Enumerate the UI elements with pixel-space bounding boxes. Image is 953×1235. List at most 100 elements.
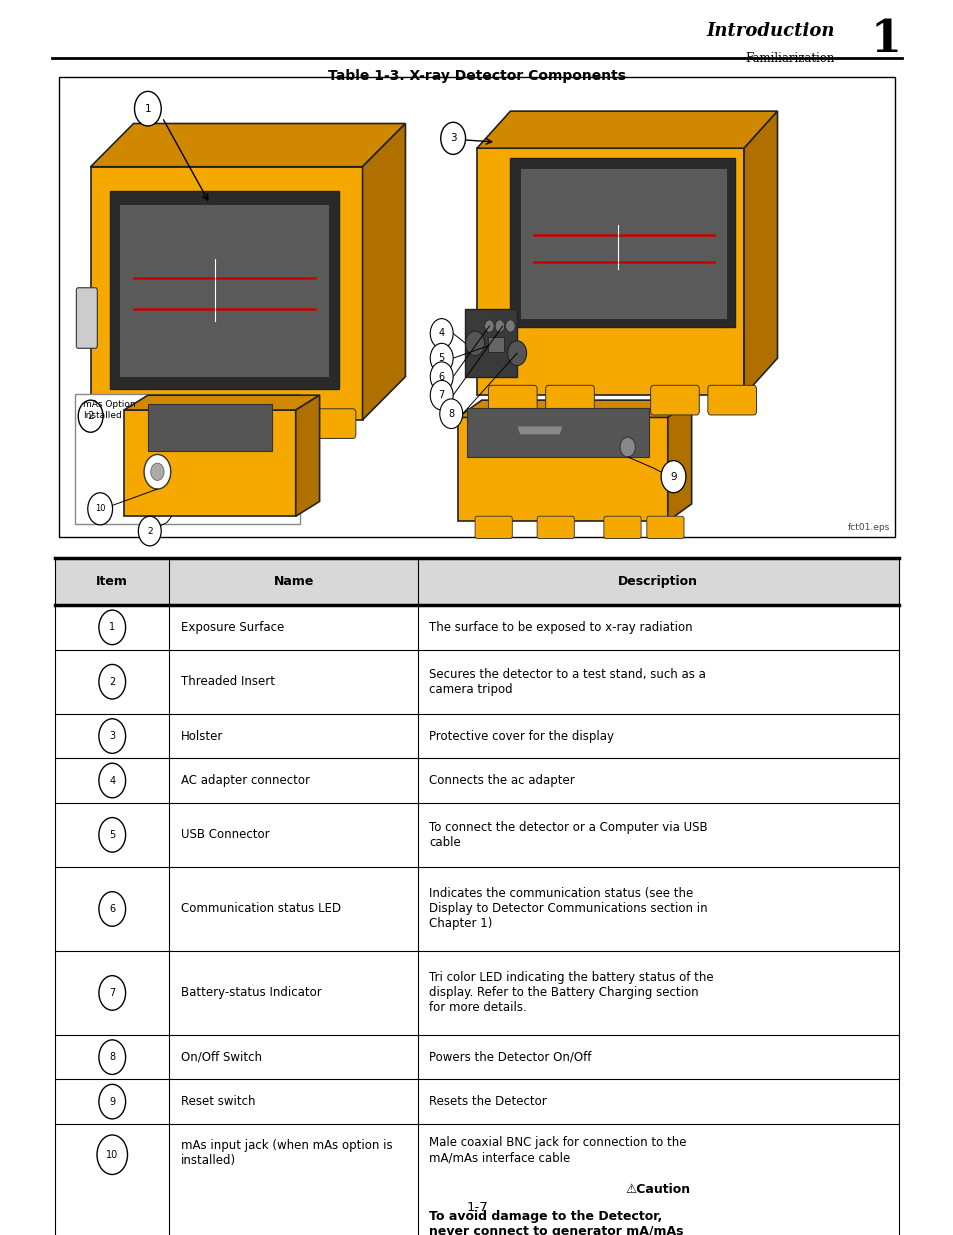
Text: 9: 9 xyxy=(670,472,676,482)
Text: Item: Item xyxy=(96,576,128,588)
Circle shape xyxy=(99,763,126,798)
Circle shape xyxy=(134,91,161,126)
Text: 1: 1 xyxy=(870,19,901,61)
Text: Communication status LED: Communication status LED xyxy=(180,903,340,915)
Text: Indicates the communication status (see the
Display to Detector Communications s: Indicates the communication status (see … xyxy=(429,888,707,930)
FancyBboxPatch shape xyxy=(488,385,537,415)
Polygon shape xyxy=(119,204,329,377)
Text: 2: 2 xyxy=(88,411,93,421)
Bar xyxy=(59,77,894,537)
Polygon shape xyxy=(91,167,362,420)
Circle shape xyxy=(430,343,453,373)
Circle shape xyxy=(430,380,453,410)
Text: 8: 8 xyxy=(109,1052,115,1062)
FancyBboxPatch shape xyxy=(164,409,213,438)
Polygon shape xyxy=(295,395,319,516)
FancyBboxPatch shape xyxy=(307,409,355,438)
Text: Holster: Holster xyxy=(180,730,223,742)
Text: 2: 2 xyxy=(147,526,152,536)
Circle shape xyxy=(99,1040,126,1074)
Text: Secures the detector to a test stand, such as a
camera tripod: Secures the detector to a test stand, su… xyxy=(429,668,705,695)
Text: 6: 6 xyxy=(438,372,444,382)
Circle shape xyxy=(619,437,635,457)
Polygon shape xyxy=(667,400,691,521)
Text: 4: 4 xyxy=(438,329,444,338)
Text: 1: 1 xyxy=(109,622,115,632)
Text: Exposure Surface: Exposure Surface xyxy=(180,621,284,634)
Text: Connects the ac adapter: Connects the ac adapter xyxy=(429,774,575,787)
Circle shape xyxy=(484,320,494,332)
Circle shape xyxy=(505,320,515,332)
Circle shape xyxy=(99,818,126,852)
FancyBboxPatch shape xyxy=(76,288,97,348)
Text: Reset switch: Reset switch xyxy=(180,1095,254,1108)
Polygon shape xyxy=(110,191,338,389)
Circle shape xyxy=(507,341,526,366)
Circle shape xyxy=(99,719,126,753)
FancyBboxPatch shape xyxy=(537,516,574,538)
Text: Battery-status Indicator: Battery-status Indicator xyxy=(180,987,321,999)
Text: Male coaxial BNC jack for connection to the
mA/mAs interface cable: Male coaxial BNC jack for connection to … xyxy=(429,1136,686,1165)
Bar xyxy=(464,309,517,377)
Circle shape xyxy=(99,892,126,926)
Text: 4: 4 xyxy=(109,776,115,785)
Text: Table 1-3. X-ray Detector Components: Table 1-3. X-ray Detector Components xyxy=(328,69,625,83)
Circle shape xyxy=(144,454,171,489)
Circle shape xyxy=(430,362,453,391)
Text: ⚠Caution: ⚠Caution xyxy=(625,1183,690,1195)
Circle shape xyxy=(78,400,103,432)
FancyBboxPatch shape xyxy=(603,516,640,538)
Bar xyxy=(148,404,272,451)
Polygon shape xyxy=(124,395,319,410)
Text: On/Off Switch: On/Off Switch xyxy=(180,1051,261,1063)
Circle shape xyxy=(99,976,126,1010)
Text: 10: 10 xyxy=(94,504,106,514)
Text: Familiarization: Familiarization xyxy=(744,52,834,65)
Polygon shape xyxy=(510,158,734,327)
Polygon shape xyxy=(124,410,295,516)
Text: 5: 5 xyxy=(109,830,115,840)
Text: 7: 7 xyxy=(438,390,444,400)
Text: mAs Option
Installed: mAs Option Installed xyxy=(83,400,135,420)
Circle shape xyxy=(440,122,465,154)
Circle shape xyxy=(465,331,484,356)
Polygon shape xyxy=(743,111,777,395)
Text: Tri color LED indicating the battery status of the
display. Refer to the Battery: Tri color LED indicating the battery sta… xyxy=(429,972,713,1014)
Circle shape xyxy=(99,664,126,699)
Text: The surface to be exposed to x-ray radiation: The surface to be exposed to x-ray radia… xyxy=(429,621,692,634)
FancyBboxPatch shape xyxy=(545,385,594,415)
Text: Description: Description xyxy=(618,576,698,588)
Text: Introduction: Introduction xyxy=(705,22,834,40)
FancyBboxPatch shape xyxy=(707,385,756,415)
Bar xyxy=(488,337,503,352)
Text: To connect the detector or a Computer via USB
cable: To connect the detector or a Computer vi… xyxy=(429,821,707,848)
Text: fct01.eps: fct01.eps xyxy=(847,524,889,532)
Text: mAs input jack (when mAs option is
installed): mAs input jack (when mAs option is insta… xyxy=(180,1139,392,1167)
Polygon shape xyxy=(476,111,777,148)
Text: 9: 9 xyxy=(109,1097,115,1107)
Polygon shape xyxy=(91,124,405,167)
Text: 7: 7 xyxy=(109,988,115,998)
FancyBboxPatch shape xyxy=(107,409,155,438)
Text: To avoid damage to the Detector,
never connect to generator mA/mAs
taps without : To avoid damage to the Detector, never c… xyxy=(429,1210,683,1235)
Circle shape xyxy=(99,610,126,645)
Circle shape xyxy=(97,1135,128,1174)
Text: 3: 3 xyxy=(450,133,456,143)
Text: 5: 5 xyxy=(438,353,444,363)
Text: 3: 3 xyxy=(109,731,115,741)
FancyBboxPatch shape xyxy=(646,516,683,538)
Bar xyxy=(75,394,299,524)
Polygon shape xyxy=(476,148,743,395)
Text: 10: 10 xyxy=(106,1150,118,1160)
Circle shape xyxy=(151,463,164,480)
Text: USB Connector: USB Connector xyxy=(180,829,269,841)
Text: 1: 1 xyxy=(145,104,151,114)
Bar xyxy=(467,408,648,457)
Circle shape xyxy=(88,493,112,525)
Circle shape xyxy=(430,319,453,348)
Circle shape xyxy=(138,516,161,546)
FancyBboxPatch shape xyxy=(475,516,512,538)
Text: Name: Name xyxy=(274,576,314,588)
Text: AC adapter connector: AC adapter connector xyxy=(180,774,310,787)
Text: 8: 8 xyxy=(448,409,454,419)
